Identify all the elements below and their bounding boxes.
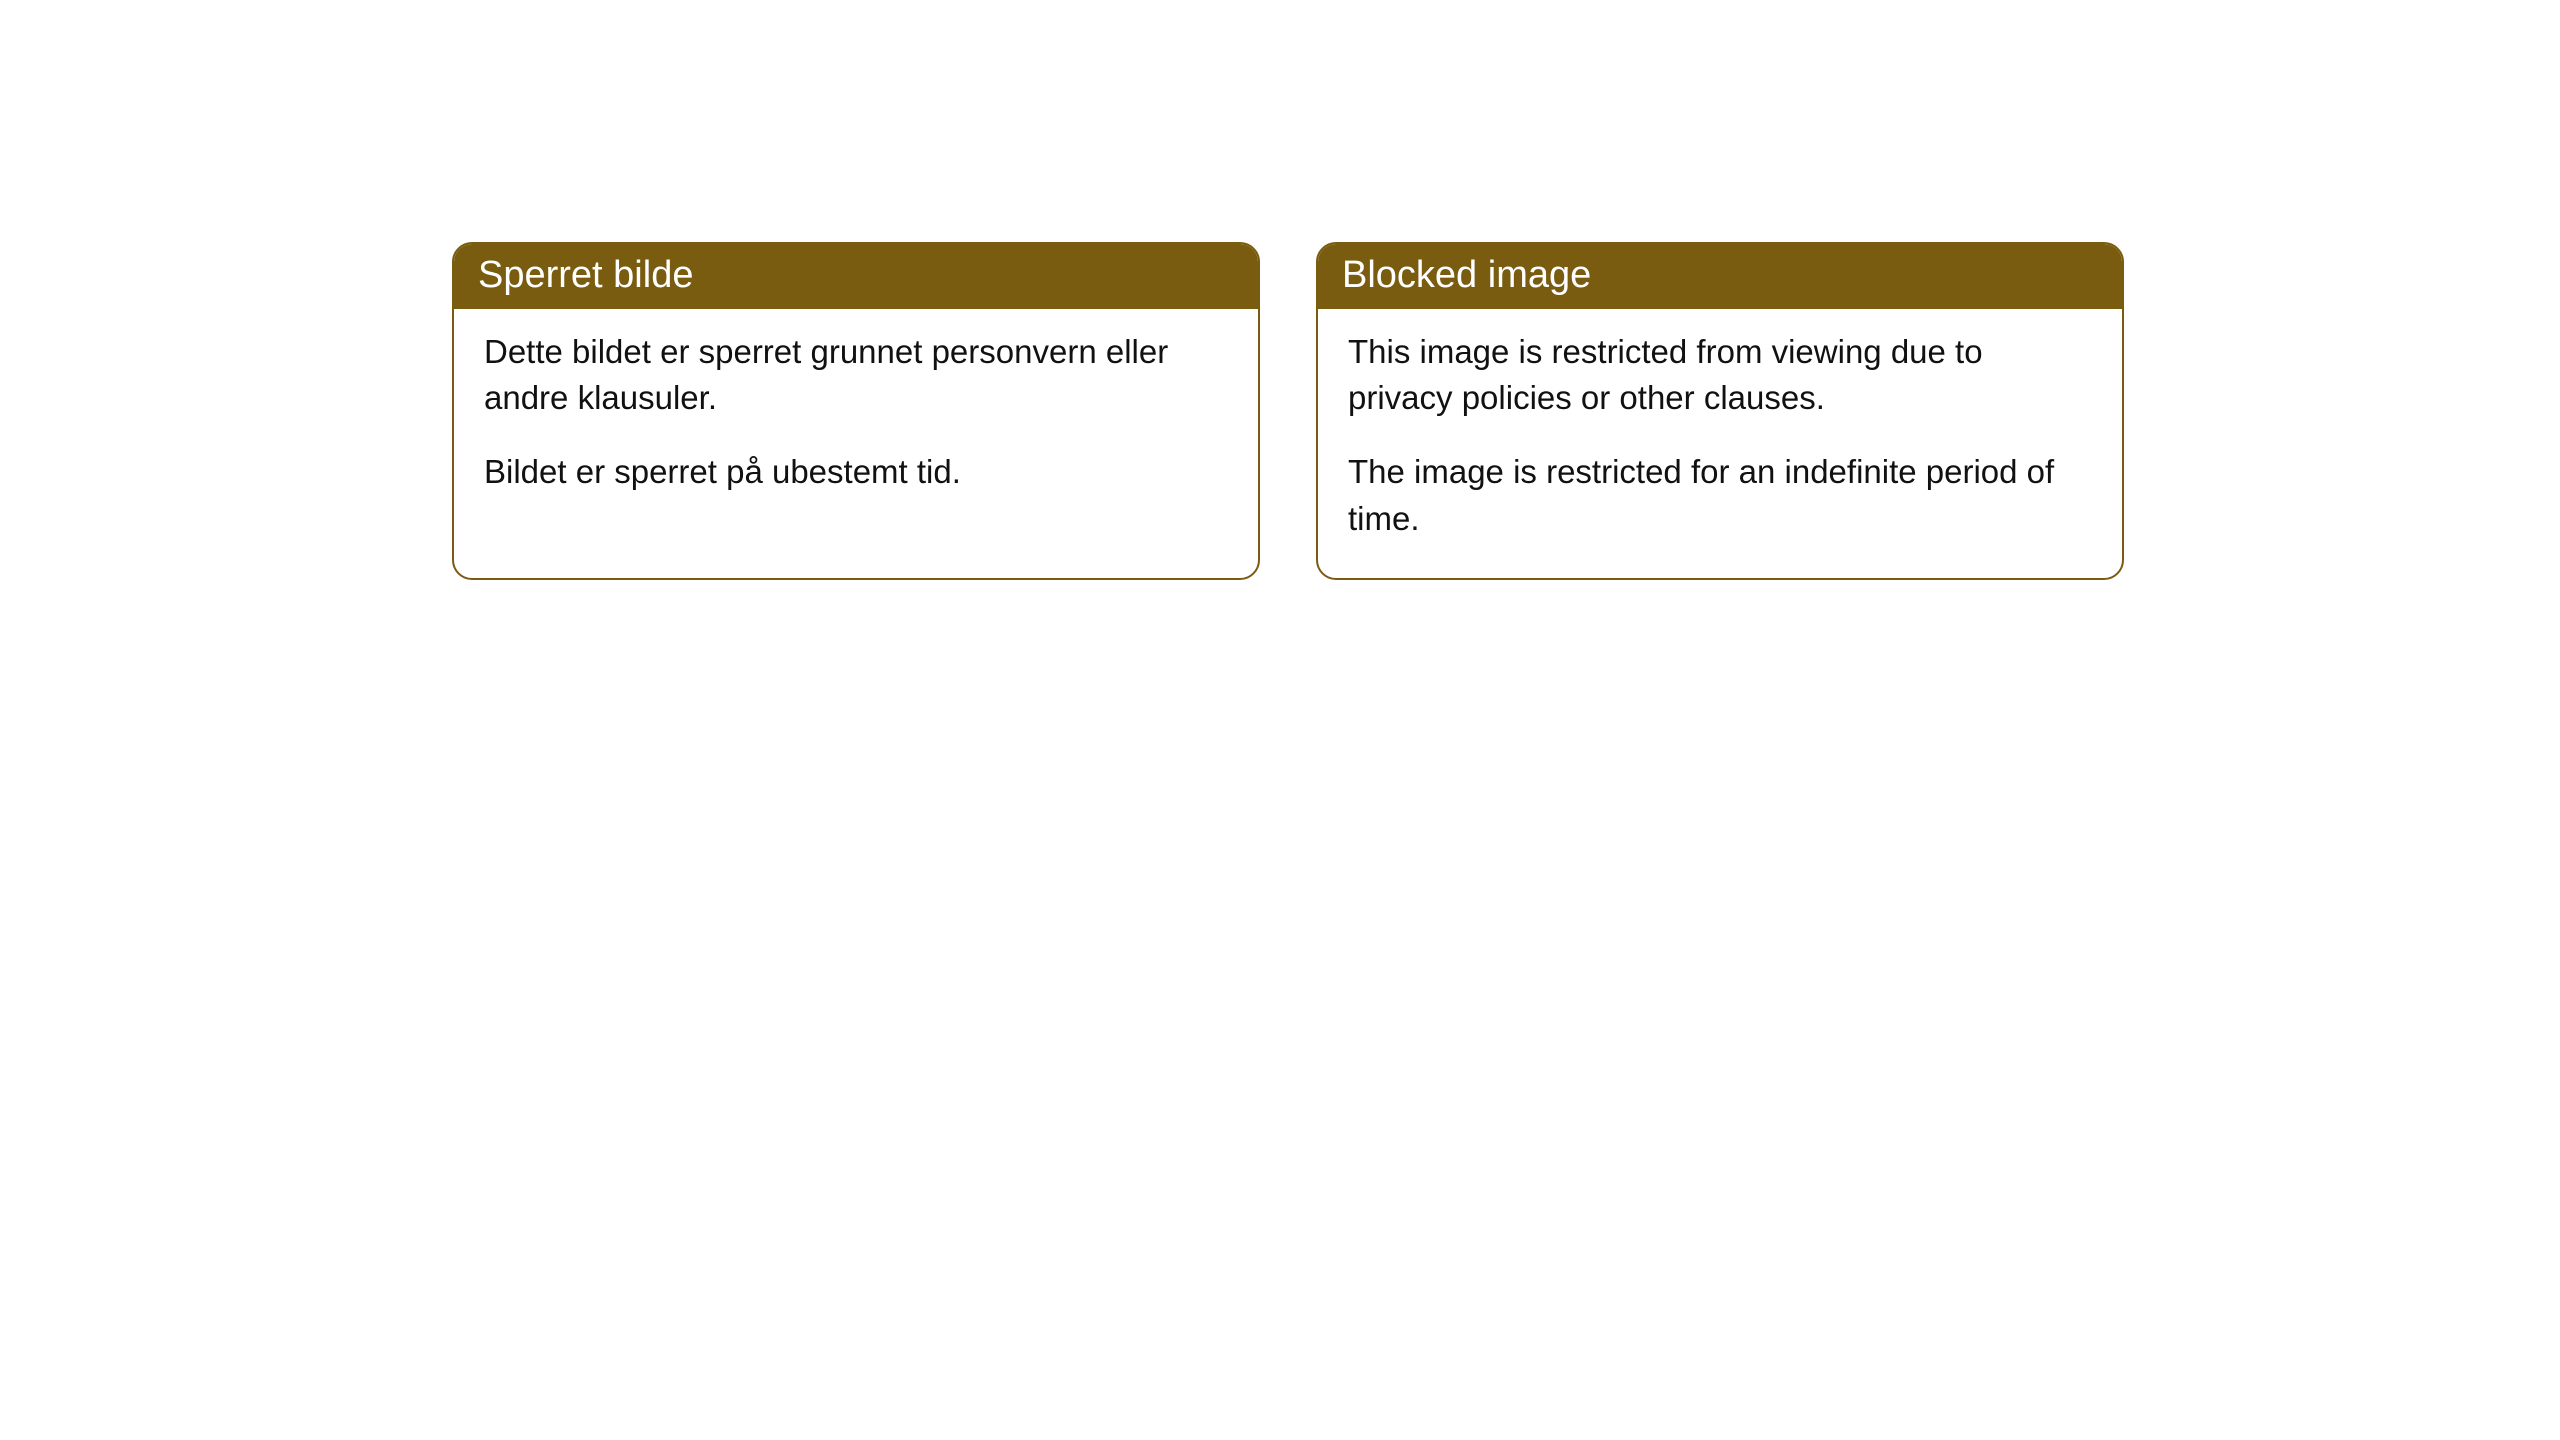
notice-paragraph: This image is restricted from viewing du… — [1348, 329, 2092, 421]
notice-title-norwegian: Sperret bilde — [454, 244, 1258, 309]
notice-container: Sperret bilde Dette bildet er sperret gr… — [0, 0, 2560, 580]
notice-card-english: Blocked image This image is restricted f… — [1316, 242, 2124, 580]
notice-body-english: This image is restricted from viewing du… — [1318, 309, 2122, 578]
notice-body-norwegian: Dette bildet er sperret grunnet personve… — [454, 309, 1258, 532]
notice-paragraph: Dette bildet er sperret grunnet personve… — [484, 329, 1228, 421]
notice-paragraph: The image is restricted for an indefinit… — [1348, 449, 2092, 541]
notice-title-english: Blocked image — [1318, 244, 2122, 309]
notice-paragraph: Bildet er sperret på ubestemt tid. — [484, 449, 1228, 495]
notice-card-norwegian: Sperret bilde Dette bildet er sperret gr… — [452, 242, 1260, 580]
